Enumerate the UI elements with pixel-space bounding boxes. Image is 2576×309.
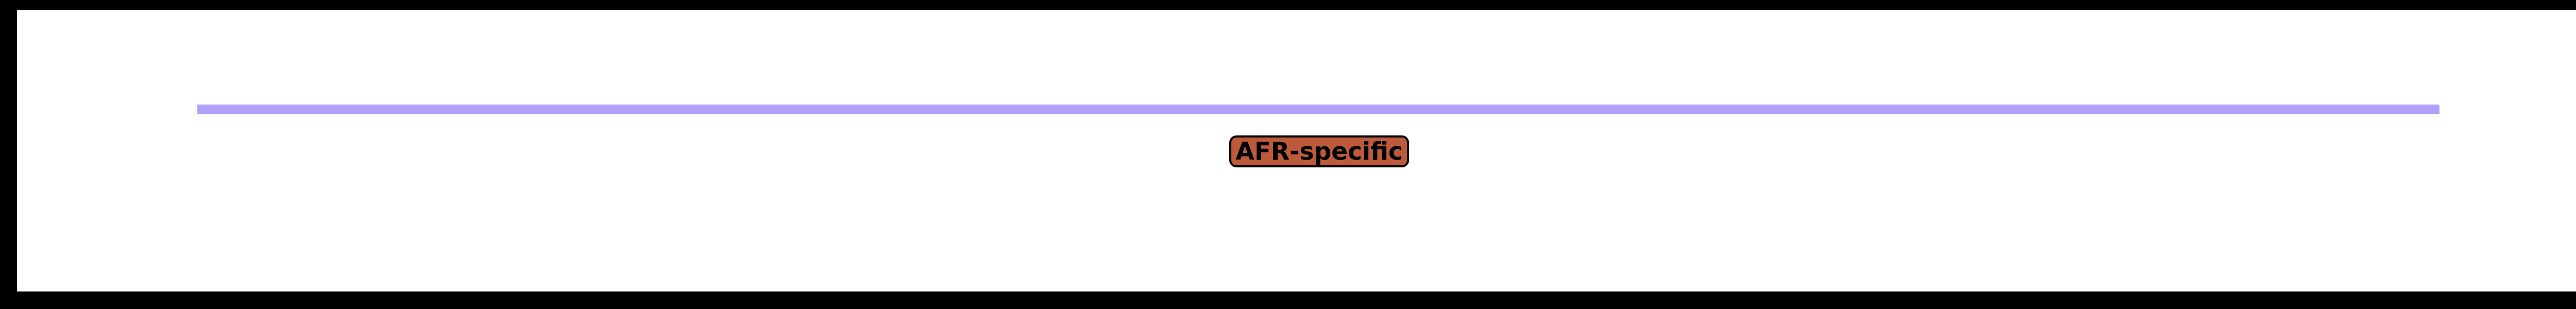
afr-specific-badge-label: AFR-specific xyxy=(1235,137,1403,166)
afr-specific-badge: AFR-specific xyxy=(1229,135,1409,167)
afr-region-track-bar xyxy=(197,105,2439,114)
